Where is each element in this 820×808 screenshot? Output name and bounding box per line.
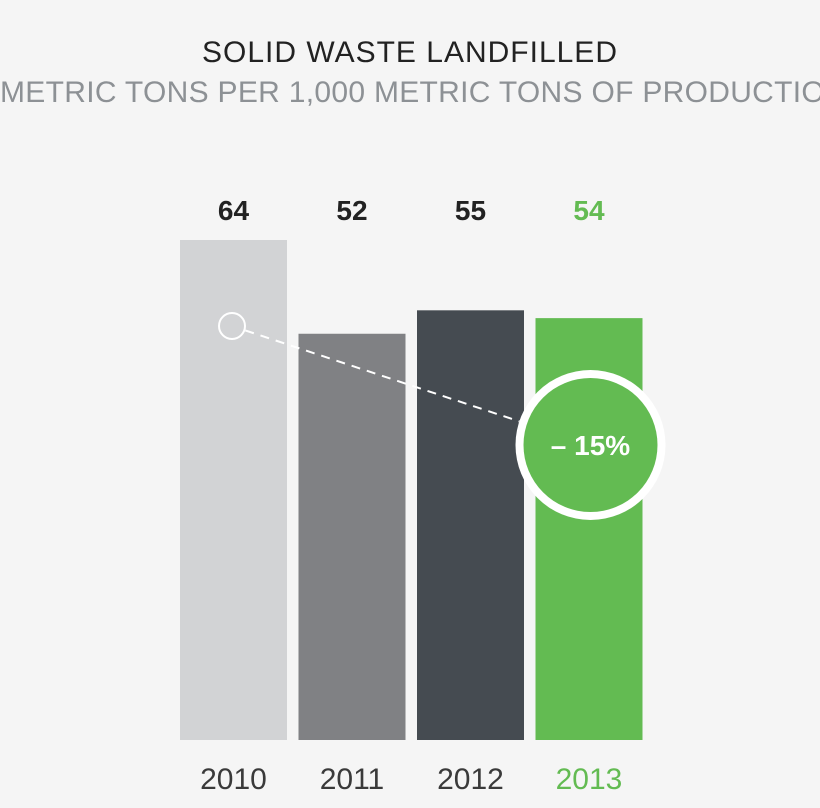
value-label-2011: 52 — [336, 195, 367, 226]
bar-2010 — [180, 240, 287, 740]
value-label-2012: 55 — [455, 195, 486, 226]
trend-start-marker — [218, 312, 246, 340]
callout-circle — [523, 378, 658, 512]
trend-line — [244, 329, 520, 423]
bar-2012 — [417, 310, 524, 740]
tick-label-2010: 2010 — [200, 763, 267, 796]
callout-label: – 15% — [551, 430, 630, 461]
tick-label-2012: 2012 — [437, 763, 504, 796]
chart-subtitle: METRIC TONS PER 1,000 METRIC TONS OF PRO… — [0, 76, 820, 109]
value-label-2010: 64 — [218, 195, 250, 226]
value-label-2013: 54 — [573, 195, 605, 226]
tick-label-2013: 2013 — [556, 763, 623, 796]
chart-title: SOLID WASTE LANDFILLED — [202, 36, 618, 69]
bar-2011 — [298, 333, 406, 740]
tick-label-2011: 2011 — [320, 763, 385, 796]
